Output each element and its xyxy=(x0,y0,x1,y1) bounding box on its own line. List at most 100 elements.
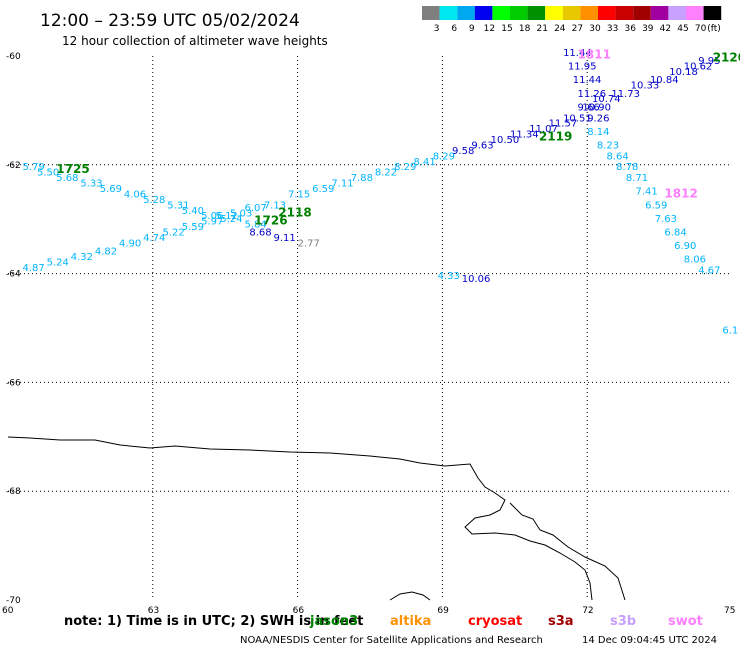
wave-height-label: 11.26 xyxy=(578,89,607,100)
legend-swatch-18 xyxy=(510,6,528,20)
wave-height-label: 8.41 xyxy=(413,157,435,168)
time-marker-2120: 2120 xyxy=(713,50,740,64)
time-marker-2119: 2119 xyxy=(539,129,572,143)
legend-label-30: 30 xyxy=(589,24,601,34)
legend-swatch-45 xyxy=(668,6,686,20)
wave-height-label: 6.59 xyxy=(312,184,334,195)
legend-swatch-9 xyxy=(457,6,475,20)
wave-height-label: 7.15 xyxy=(288,189,310,200)
legend-label-6: 6 xyxy=(451,24,457,34)
legend-swatch-21 xyxy=(527,6,546,20)
wave-height-label: 8.14 xyxy=(587,127,609,138)
wave-height-label: 5.68 xyxy=(56,173,78,184)
legend-swatch-30 xyxy=(580,6,598,20)
x-tick-label: 75 xyxy=(724,606,735,616)
grid-lines xyxy=(8,56,732,600)
wave-height-label: 10.06 xyxy=(462,274,491,285)
chart-title: 12:00 – 23:59 UTC 05/02/2024 xyxy=(40,11,300,31)
x-tick-label: 60 xyxy=(2,606,14,616)
credit-text: NOAA/NESDIS Center for Satellite Applica… xyxy=(240,635,543,646)
wave-height-label: 9.66 xyxy=(578,102,600,113)
y-tick-label: -64 xyxy=(6,270,21,280)
wave-height-label: 4.67 xyxy=(698,266,720,277)
wave-height-label: 4.32 xyxy=(71,252,93,263)
wave-height-label: 10.50 xyxy=(491,135,520,146)
wave-height-label: 8.64 xyxy=(607,151,629,162)
legend-label-70: 70 xyxy=(695,24,707,34)
wave-height-label: 8.78 xyxy=(616,162,638,173)
legend-swatch-3 xyxy=(422,6,440,20)
legend-label-36: 36 xyxy=(624,24,636,34)
wave-height-label: 4.87 xyxy=(22,263,44,274)
wave-height-label: 5.97 xyxy=(201,217,223,228)
wave-height-label: 6.07 xyxy=(245,203,267,214)
legend-label-21: 21 xyxy=(536,24,547,34)
coastline xyxy=(7,436,626,601)
legend-swatch-24 xyxy=(545,6,563,20)
y-tick-label: -66 xyxy=(6,378,21,388)
y-tick-label: -68 xyxy=(6,487,21,497)
y-tick-label: -60 xyxy=(6,52,21,62)
wave-height-label: 10.90 xyxy=(582,102,611,113)
generated-timestamp: 14 Dec 09:04:45 UTC 2024 xyxy=(582,635,717,646)
wave-height-label: 11.44 xyxy=(563,48,592,59)
wave-height-label: 8.71 xyxy=(626,173,648,184)
satellite-swot: swot xyxy=(668,614,703,629)
wave-height-label: 5.06 xyxy=(201,211,223,222)
legend-label-39: 39 xyxy=(642,24,654,34)
wave-height-label: 11.73 xyxy=(611,89,640,100)
wave-height-label: 5.03 xyxy=(230,208,252,219)
wave-height-label: 5.28 xyxy=(143,195,165,206)
legend-label-45: 45 xyxy=(677,24,688,34)
wave-height-label: 6.1 xyxy=(722,325,738,336)
wave-height-label: 11.34 xyxy=(510,130,539,141)
wave-height-observations: 5.795.505.68 5.335.69 4.065.28 5.315.405.06… xyxy=(22,48,738,336)
wave-height-label: 10.74 xyxy=(592,94,621,105)
time-marker-1725: 1725 xyxy=(56,162,89,176)
wave-height-label: 9.26 xyxy=(587,113,609,124)
wave-height-label: 5.59 xyxy=(182,222,204,233)
satellite-s3a: s3a xyxy=(548,614,574,629)
legend-label-24: 24 xyxy=(554,24,566,34)
wave-height-label: 5.24 xyxy=(220,214,242,225)
wave-height-label: 8.06 xyxy=(684,255,706,266)
wave-height-label: 5.12 xyxy=(216,211,238,222)
wave-height-label: 8.29 xyxy=(394,162,416,173)
satellite-cryosat: cryosat xyxy=(468,614,522,629)
wave-height-label: 2.77 xyxy=(298,238,320,249)
wave-height-label: 7.41 xyxy=(635,187,657,198)
wave-height-label: 7.13 xyxy=(264,200,286,211)
legend-swatch-39 xyxy=(633,6,651,20)
wave-height-label: 5.79 xyxy=(22,162,44,173)
legend-swatch-max xyxy=(703,6,722,20)
x-tick-label: 63 xyxy=(148,606,159,616)
legend-swatch-42 xyxy=(650,6,669,20)
wave-height-label: 7.88 xyxy=(351,173,373,184)
wave-height-label: 10.62 xyxy=(684,62,713,73)
wave-height-label: 8.23 xyxy=(597,140,619,151)
legend-swatch-6 xyxy=(439,6,458,20)
satellite-jason3: jason3 xyxy=(309,614,358,629)
time-marker-1811: 1811 xyxy=(578,48,611,62)
legend-label-15: 15 xyxy=(501,24,512,34)
wave-height-label: 9.63 xyxy=(471,140,493,151)
wave-height-label: 4.33 xyxy=(438,271,460,282)
wave-height-label: 11.07 xyxy=(529,124,558,135)
wave-height-label: 8.29 xyxy=(433,151,455,162)
wave-height-label: 6.59 xyxy=(645,200,667,211)
wave-height-label: 4.06 xyxy=(124,189,146,200)
wave-height-label: 4.90 xyxy=(119,238,141,249)
wave-height-legend: 3 6 9 12 15 18 21 24 27 30 33 36 39 42 45 70 (ft) xyxy=(422,6,722,34)
chart-subtitle: 12 hour collection of altimeter wave hei… xyxy=(62,34,328,48)
satellite-altika: altika xyxy=(390,614,431,629)
x-axis-ticks: 60 63 66 69 72 75 xyxy=(2,606,735,616)
legend-label-12: 12 xyxy=(484,24,495,34)
time-marker-1812: 1812 xyxy=(664,186,697,200)
wave-height-label: 11.44 xyxy=(573,75,602,86)
wave-height-label: 9.11 xyxy=(273,233,295,244)
wave-height-label: 10.33 xyxy=(631,81,660,92)
wave-height-label: 8.68 xyxy=(249,228,271,239)
wave-height-label: 9.95 xyxy=(698,56,720,67)
